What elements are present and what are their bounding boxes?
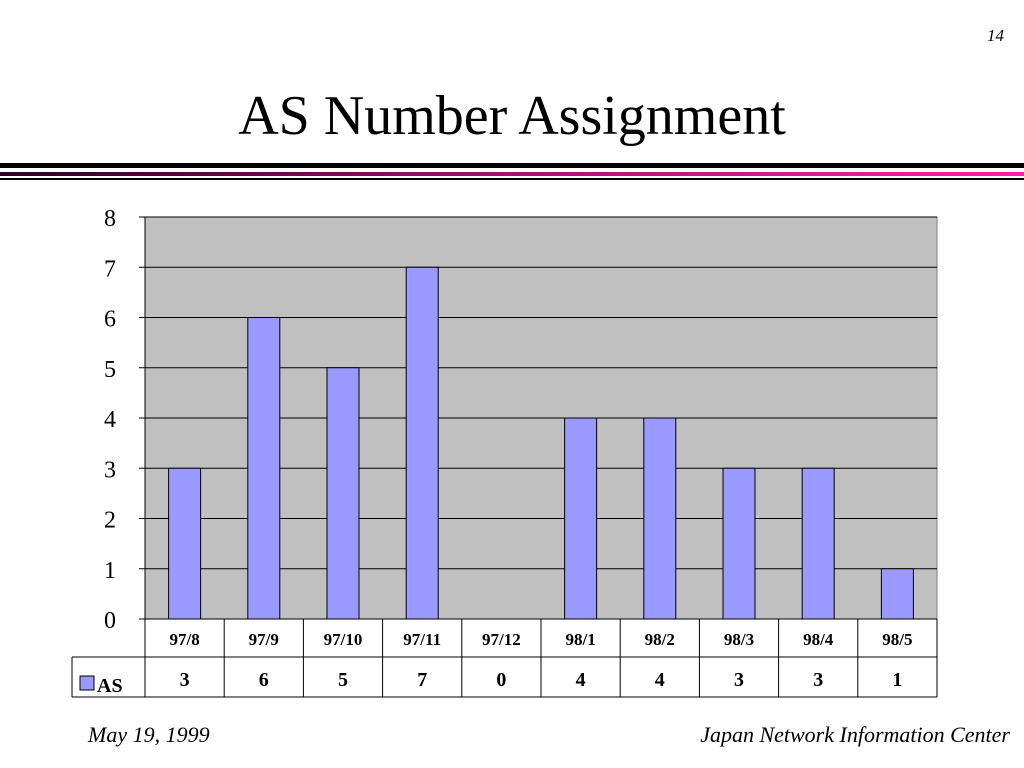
data-label: 7 — [417, 669, 427, 691]
data-label: 3 — [180, 669, 190, 691]
data-label: 3 — [734, 669, 744, 691]
y-tick-label: 3 — [104, 457, 116, 483]
x-tick-label: 97/10 — [324, 630, 363, 649]
bar — [801, 467, 835, 620]
x-tick-label: 98/1 — [565, 630, 595, 649]
title-rule-top — [0, 163, 1024, 168]
y-tick-label: 6 — [104, 307, 116, 333]
bar — [564, 417, 598, 620]
bar — [722, 467, 756, 620]
bar — [643, 417, 677, 620]
data-label: 4 — [655, 669, 665, 691]
title-rule-accent — [0, 172, 1024, 176]
y-tick-label: 0 — [104, 608, 116, 634]
slide-number: 14 — [987, 26, 1004, 45]
bar — [247, 317, 281, 620]
bar — [168, 467, 202, 620]
legend-swatch — [79, 675, 95, 691]
x-tick-label: 97/9 — [249, 630, 279, 649]
legend-label: AS — [97, 675, 123, 697]
footer-organization: Japan Network Information Center — [700, 722, 1010, 747]
x-tick-label: 98/3 — [724, 630, 754, 649]
slide-title: AS Number Assignment — [238, 85, 786, 147]
y-tick-label: 8 — [104, 206, 116, 232]
footer-date: May 19, 1999 — [88, 722, 210, 747]
data-label: 6 — [259, 669, 269, 691]
x-tick-label: 97/12 — [482, 630, 521, 649]
x-tick-label: 98/5 — [882, 630, 912, 649]
y-tick-label: 4 — [104, 407, 116, 433]
data-label: 3 — [813, 669, 823, 691]
x-tick-label: 98/4 — [803, 630, 834, 649]
bar — [405, 266, 439, 620]
bar — [326, 367, 360, 620]
data-label: 1 — [892, 669, 902, 691]
y-tick-label: 2 — [104, 508, 116, 534]
bar — [880, 568, 914, 620]
title-rule-bottom — [0, 178, 1024, 180]
y-tick-label: 5 — [104, 357, 116, 383]
x-tick-label: 97/11 — [403, 630, 441, 649]
x-tick-label: 97/8 — [169, 630, 199, 649]
y-tick-label: 1 — [104, 558, 116, 584]
y-tick-label: 7 — [104, 256, 116, 282]
data-label: 4 — [576, 669, 586, 691]
x-tick-label: 98/2 — [645, 630, 675, 649]
data-label: 5 — [338, 669, 348, 691]
data-label: 0 — [496, 669, 506, 691]
